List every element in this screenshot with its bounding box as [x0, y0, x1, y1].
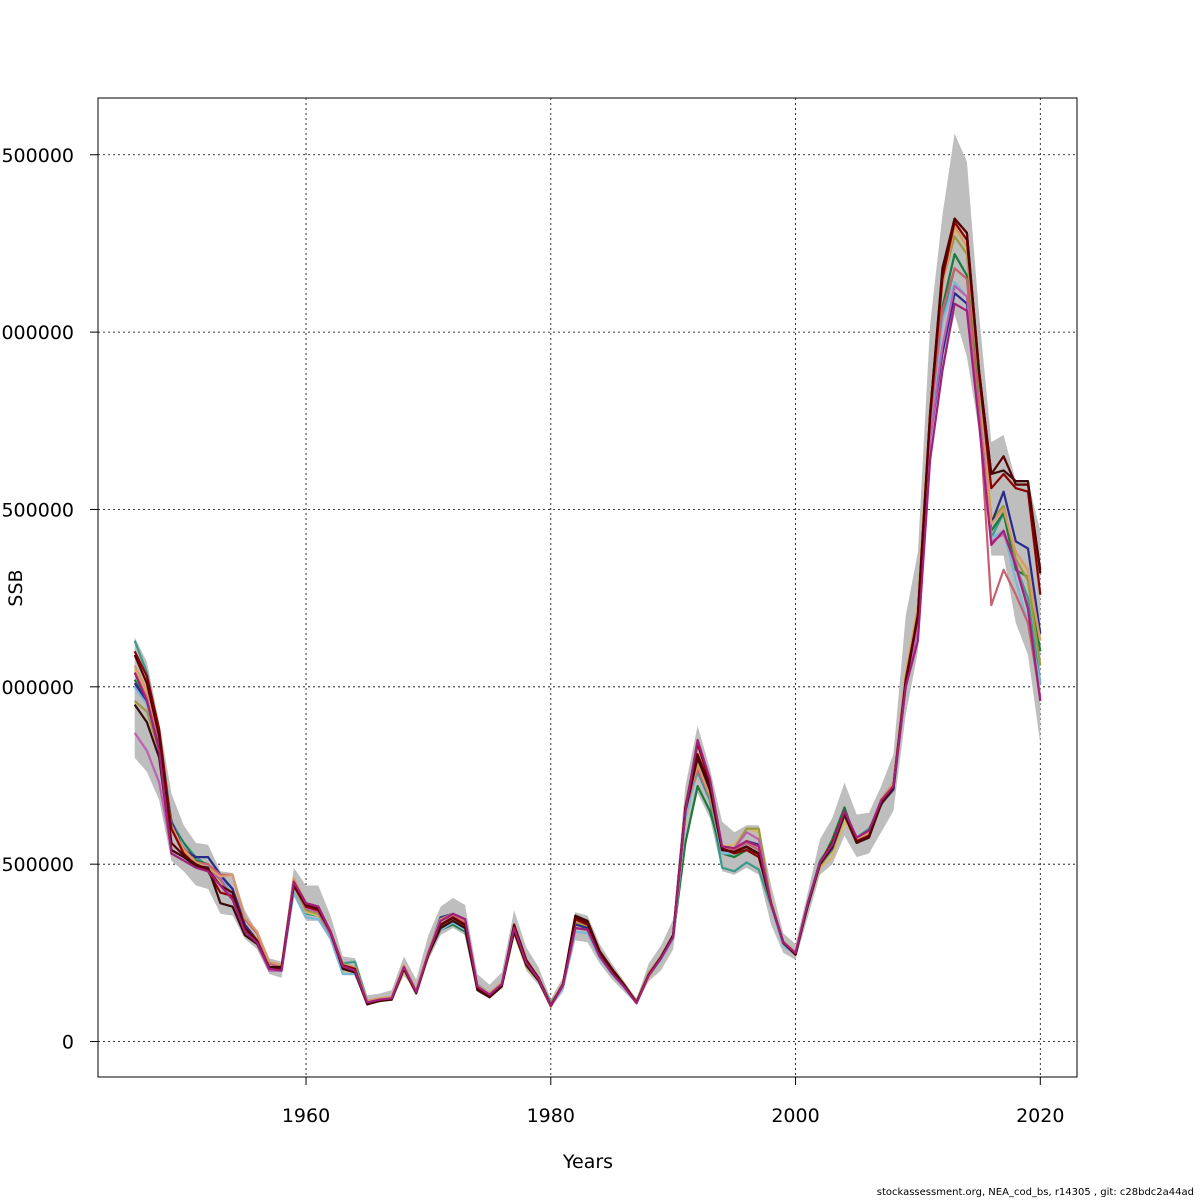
x-tick-label: 2020 [1016, 1105, 1064, 1127]
x-tick-label: 1980 [527, 1105, 575, 1127]
y-tick-label: 2000000 [0, 322, 74, 344]
series-line-13 [133, 302, 1042, 1008]
series-line-9 [133, 224, 1042, 1006]
confidence-band [134, 133, 1041, 1008]
y-tick-label: 0 [62, 1032, 74, 1054]
y-tick-label: 1500000 [0, 499, 74, 521]
series-line-10 [133, 221, 1042, 1007]
x-axis-title: Years [562, 1151, 613, 1173]
series-line-4 [133, 235, 1042, 1008]
series-line-11 [133, 217, 1042, 1008]
x-tick-label: 2000 [771, 1105, 819, 1127]
x-axis: 1960 1980 2000 2020 [282, 1077, 1064, 1127]
series-line-3 [133, 228, 1042, 1008]
y-axis-title: SSB [5, 569, 27, 606]
footer-credit: stockassessment.org, NEA_cod_bs, r14305 … [876, 1187, 1194, 1198]
x-tick-label: 1960 [282, 1105, 330, 1127]
plot-frame [97, 97, 1078, 1078]
y-tick-label: 2500000 [0, 145, 74, 167]
y-tick-label: 500000 [1, 854, 74, 876]
y-tick-label: 1000000 [0, 677, 74, 699]
y-axis: 0 500000 1000000 1500000 2000000 2500000 [0, 145, 98, 1054]
series-lines [133, 217, 1042, 1008]
confidence-band-area [134, 133, 1041, 1008]
series-line-12 [133, 217, 1042, 1007]
